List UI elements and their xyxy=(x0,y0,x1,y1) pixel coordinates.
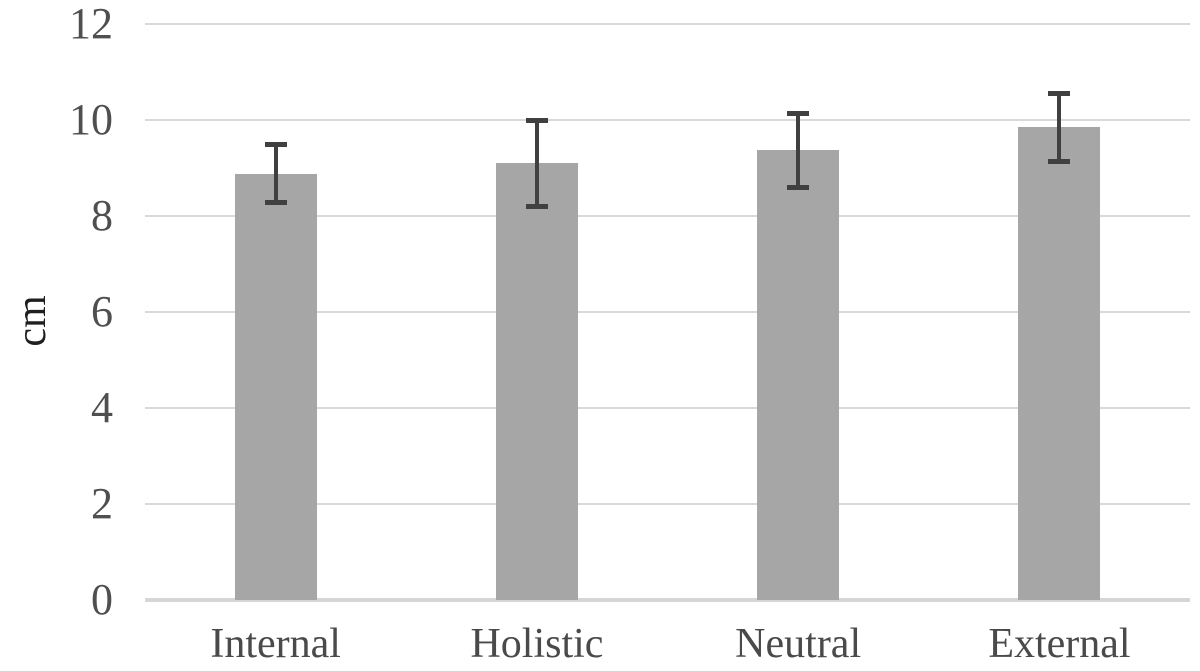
error-bar-cap-top-neutral xyxy=(787,110,810,116)
gridline xyxy=(145,407,1190,409)
gridline xyxy=(145,311,1190,313)
x-axis-label-neutral: Neutral xyxy=(735,621,862,667)
y-tick-label: 12 xyxy=(69,0,113,48)
x-axis-label-holistic: Holistic xyxy=(470,621,604,667)
gridline xyxy=(145,119,1190,121)
x-axis-label-internal: Internal xyxy=(210,621,341,667)
error-bar-line-external xyxy=(1057,90,1062,164)
error-bar-cap-top-internal xyxy=(264,142,287,148)
bar-holistic xyxy=(495,163,578,600)
error-bar-cap-bottom-external xyxy=(1048,158,1071,164)
gridline xyxy=(145,503,1190,505)
y-tick-label: 4 xyxy=(91,383,113,432)
error-bar-line-holistic xyxy=(534,117,539,209)
error-bar-cap-bottom-internal xyxy=(264,200,287,206)
y-tick-label: 2 xyxy=(91,479,113,528)
y-tick-label: 6 xyxy=(91,287,113,336)
error-bar-cap-top-external xyxy=(1048,90,1071,96)
y-tick-label: 8 xyxy=(91,191,113,240)
error-bar-line-neutral xyxy=(796,110,801,190)
error-bar-line-internal xyxy=(273,142,278,206)
gridline xyxy=(145,215,1190,217)
y-tick-label: 10 xyxy=(69,95,113,144)
error-bar-cap-bottom-holistic xyxy=(525,203,548,209)
y-tick-label: 0 xyxy=(91,575,113,624)
bar-internal xyxy=(234,173,317,600)
bar-external xyxy=(1018,127,1101,600)
bar-neutral xyxy=(757,150,840,600)
gridline xyxy=(145,23,1190,25)
x-axis-baseline xyxy=(145,598,1190,602)
error-bar-cap-top-holistic xyxy=(525,117,548,123)
x-axis-label-external: External xyxy=(988,621,1131,667)
error-bar-cap-bottom-neutral xyxy=(787,184,810,190)
